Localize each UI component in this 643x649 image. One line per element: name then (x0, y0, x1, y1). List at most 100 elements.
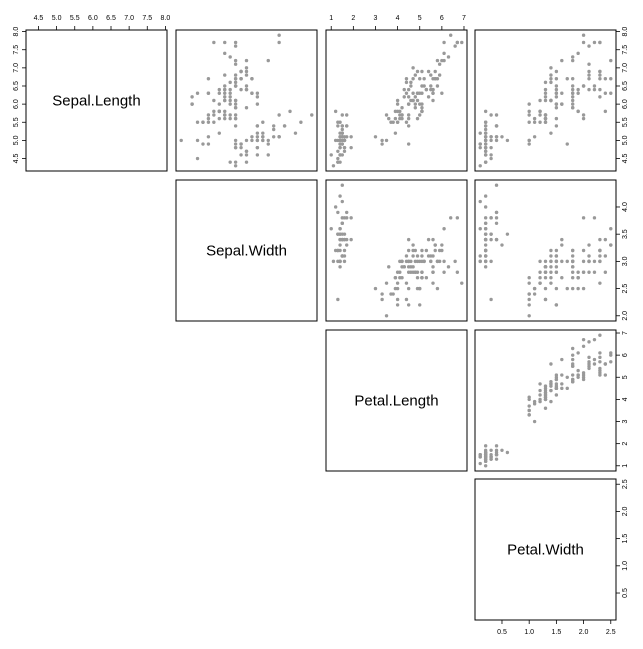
data-point (244, 160, 249, 164)
data-point (228, 87, 232, 92)
data-point (395, 120, 400, 124)
data-point (554, 69, 559, 74)
data-point (549, 276, 553, 280)
data-point (554, 254, 559, 258)
data-point (483, 153, 488, 157)
data-point (206, 135, 211, 139)
data-point (422, 84, 426, 88)
data-point (195, 91, 200, 95)
data-point (478, 259, 482, 264)
data-point (431, 270, 435, 274)
tick-label: 8.0 (13, 27, 20, 37)
data-point (538, 98, 542, 103)
data-point (603, 237, 608, 242)
data-point (233, 138, 238, 143)
data-point (426, 237, 431, 242)
data-point (489, 216, 493, 220)
data-point (398, 113, 402, 117)
data-point (571, 77, 575, 81)
data-point (340, 221, 344, 225)
tick-label: 2.0 (622, 506, 629, 516)
data-point (190, 102, 194, 106)
data-point (340, 124, 344, 128)
data-point (543, 286, 548, 291)
data-point (411, 265, 415, 269)
data-point (598, 360, 602, 364)
data-point (233, 116, 238, 121)
data-point (489, 135, 493, 139)
data-point (244, 149, 249, 153)
data-point (420, 109, 424, 114)
data-point (431, 237, 435, 242)
data-point (543, 391, 548, 395)
data-point (587, 62, 591, 66)
data-point (592, 84, 597, 88)
data-point (527, 109, 531, 114)
data-point (406, 87, 411, 92)
data-point (543, 120, 548, 124)
data-point (592, 337, 597, 342)
data-point (571, 346, 575, 351)
data-point (571, 58, 575, 63)
data-point (538, 281, 542, 285)
data-point (587, 340, 591, 344)
data-point (576, 368, 580, 373)
data-point (603, 77, 608, 81)
panel-petal-width-vs-petal-width: Petal.Width (474, 478, 617, 621)
tick-label: 7 (462, 15, 466, 22)
data-point (380, 138, 384, 143)
tick-label: 0.5 (497, 629, 507, 636)
data-point (404, 281, 409, 285)
data-point (543, 265, 548, 269)
data-point (250, 135, 254, 139)
data-point (543, 270, 548, 274)
data-point (587, 366, 591, 371)
data-point (228, 98, 232, 103)
data-point (549, 248, 553, 253)
data-point (223, 109, 227, 114)
data-point (554, 386, 559, 391)
data-point (571, 364, 575, 368)
data-point (288, 109, 292, 114)
data-point (576, 109, 580, 114)
data-point (532, 120, 537, 124)
variable-label-petal-width: Petal.Width (507, 542, 584, 559)
data-point (554, 393, 559, 397)
tick-label: 7.0 (622, 63, 629, 73)
data-point (449, 33, 453, 37)
data-point (446, 55, 451, 59)
data-point (415, 276, 420, 280)
tick-label: 3 (622, 419, 629, 423)
data-point (442, 51, 446, 56)
data-point (489, 145, 493, 150)
data-point (179, 138, 183, 143)
panel-sepal-length-vs-petal-width (474, 29, 617, 172)
data-point (532, 286, 537, 291)
data-point (415, 254, 420, 258)
tick-label: 2.5 (622, 284, 629, 294)
tick-label: 0.5 (622, 588, 629, 598)
data-point (603, 362, 608, 366)
data-point (527, 120, 531, 124)
data-point (433, 69, 437, 74)
tick-label: 8.0 (161, 15, 171, 22)
axis-right-sepal-length: 4.5 5.0 5.5 6.0 6.5 7.0 7.5 8.0 (615, 27, 629, 163)
data-point (532, 135, 537, 139)
tick-label: 6.5 (106, 15, 116, 22)
data-point (393, 116, 398, 121)
data-point (293, 131, 298, 135)
data-point (554, 382, 559, 386)
data-point (581, 40, 586, 45)
data-point (338, 248, 342, 253)
data-point (336, 124, 340, 128)
data-point (489, 153, 493, 157)
data-point (233, 142, 238, 146)
data-point (206, 120, 211, 124)
data-point (349, 216, 353, 220)
data-point (576, 351, 580, 355)
data-point (532, 419, 537, 424)
data-point (549, 281, 553, 285)
data-point (380, 142, 384, 146)
axis-top-sepal-length: 4.5 5.0 5.5 6.0 6.5 7.0 7.5 8.0 (34, 15, 171, 31)
